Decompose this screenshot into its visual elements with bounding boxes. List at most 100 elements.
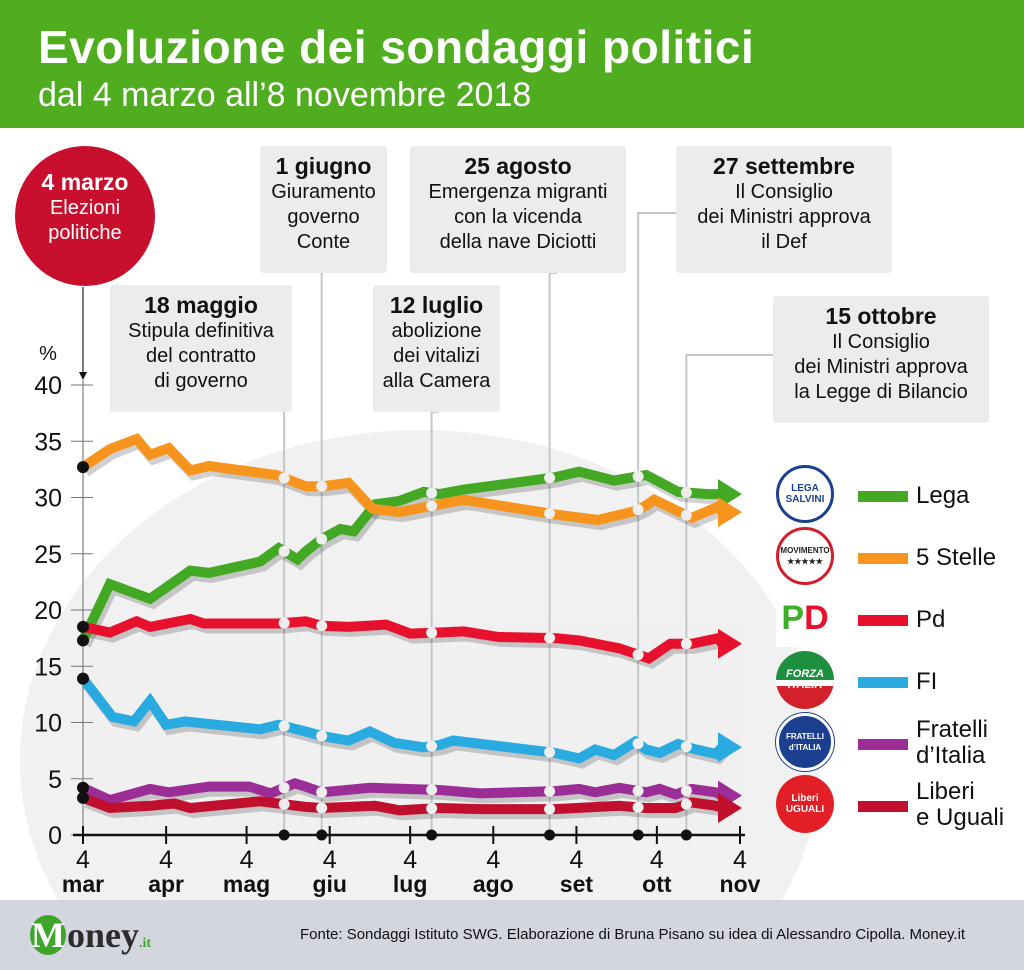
legend-swatch: [858, 801, 908, 812]
event-axis-marker: [316, 829, 328, 841]
event-box-15-ottobre: 15 ottobre Il Consiglio dei Ministri app…: [773, 296, 989, 423]
x-tick-day: 4: [486, 846, 500, 874]
x-tick-day: 4: [323, 846, 337, 874]
event-date: 12 luglio: [389, 292, 484, 318]
series-line-liberi-e-uguali: [81, 793, 724, 816]
x-tick-month: mag: [223, 871, 270, 897]
event-text: dei Ministri approva: [697, 206, 871, 228]
series-event-marker: [632, 785, 644, 797]
legend-label-line2: d’Italia: [916, 742, 986, 769]
event-box-27-settembre: 27 settembre Il Consiglio dei Ministri a…: [676, 146, 892, 273]
series-line-pd: [81, 613, 727, 664]
series-event-marker: [278, 720, 290, 732]
series-event-marker: [544, 803, 556, 815]
legend-item-fi: FORZA ITALIA FI: [768, 651, 1024, 711]
series-event-marker: [426, 784, 438, 796]
fi-logo-icon: FORZA ITALIA: [776, 651, 834, 709]
series-event-marker: [426, 500, 438, 512]
legend-label: FI: [916, 668, 938, 695]
legend-label-line2: e Uguali: [916, 804, 1005, 831]
event-text: del contratto: [145, 345, 257, 367]
series-start-marker: [77, 781, 89, 794]
series-event-marker: [544, 785, 556, 797]
event-text: alla Camera: [382, 370, 491, 392]
y-tick-label: 0: [48, 822, 62, 850]
event-box-12-luglio: 12 luglio abolizione dei vitalizi alla C…: [373, 285, 500, 412]
y-tick-label: 15: [34, 653, 62, 681]
series-event-marker: [680, 798, 692, 810]
series-event-marker: [278, 617, 290, 629]
legend-label-line1: Fratelli: [916, 716, 989, 743]
election-line2: politiche: [48, 222, 122, 244]
legend-label: Pd: [916, 606, 946, 633]
source-note: Fonte: Sondaggi Istituto SWG. Elaborazio…: [300, 926, 966, 943]
legend-swatch: [858, 677, 908, 688]
series-event-marker: [544, 508, 556, 520]
series-event-marker: [544, 472, 556, 484]
event-text: dei vitalizi: [393, 345, 480, 367]
series-line-fratelli-d-italia: [80, 777, 725, 806]
series-event-marker: [632, 738, 644, 750]
legend-label: Liberi e Uguali: [916, 779, 1004, 831]
series-arrow-icon: [718, 793, 742, 823]
x-tick-day: 4: [403, 846, 417, 874]
series-event-marker: [632, 470, 644, 482]
x-tick-month: nov: [720, 871, 761, 897]
series-event-marker: [632, 649, 644, 661]
x-tick-day: 4: [733, 846, 747, 874]
event-axis-marker: [426, 829, 438, 841]
event-date: 18 maggio: [144, 292, 258, 318]
leu-logo-icon: Liberi UGUALI: [776, 775, 834, 833]
x-tick-day: 4: [240, 846, 254, 874]
series-event-marker: [426, 487, 438, 499]
y-tick-label: 25: [34, 541, 62, 569]
series-event-marker: [278, 545, 290, 557]
x-tick-month: giu: [312, 871, 347, 897]
series-event-marker: [316, 620, 328, 632]
x-tick-day: 4: [159, 846, 173, 874]
money-logo-it: .it: [139, 936, 152, 951]
money-logo[interactable]: Money.it: [30, 914, 151, 956]
lega-logo-icon: LEGA SALVINI: [776, 465, 834, 523]
x-tick-day: 4: [650, 846, 664, 874]
series-event-marker: [680, 741, 692, 753]
series-event-marker: [316, 480, 328, 492]
legend-swatch: [858, 615, 908, 626]
series-arrow-icon: [718, 628, 742, 659]
money-logo-text: oney: [67, 915, 139, 955]
event-text: Il Consiglio: [735, 181, 833, 203]
series-event-marker: [278, 472, 290, 484]
event-box-18-maggio: 18 maggio Stipula definitiva del contrat…: [110, 285, 292, 412]
series-line-lega: [78, 466, 722, 643]
m5s-logo-icon: MOVIMENTO ★★★★★: [776, 527, 834, 585]
event-connector: [548, 272, 557, 835]
event-text: dei Ministri approva: [794, 356, 968, 378]
event-connector: [430, 411, 438, 835]
event-text: con la vicenda: [454, 206, 582, 228]
election-marker: 4 marzo Elezioni politiche: [15, 146, 155, 286]
legend-item-5-stelle: MOVIMENTO ★★★★★ 5 Stelle: [768, 527, 1024, 587]
legend-swatch: [858, 553, 908, 564]
event-box-25-agosto: 25 agosto Emergenza migranti con la vice…: [410, 146, 626, 273]
legend-swatch: [858, 739, 908, 750]
series-event-marker: [316, 802, 328, 814]
series-event-marker: [278, 798, 290, 810]
event-axis-marker: [632, 829, 644, 841]
x-tick-month: ott: [642, 871, 672, 897]
event-connector: [685, 354, 773, 835]
y-tick-label: 20: [34, 597, 62, 625]
event-text: Giuramento: [271, 181, 376, 203]
event-text: abolizione: [391, 320, 482, 342]
legend-label: Fratelli d’Italia: [916, 717, 988, 769]
x-tick-month: lug: [393, 871, 428, 897]
series-start-marker: [77, 620, 89, 633]
series-shadow: [84, 618, 730, 669]
series-event-marker: [544, 632, 556, 644]
legend-item-lega: LEGA SALVINI Lega: [768, 465, 1024, 525]
y-tick-label: 35: [34, 428, 62, 456]
event-axis-marker: [544, 829, 556, 841]
series-event-marker: [680, 509, 692, 521]
page-title: Evoluzione dei sondaggi politici: [38, 21, 755, 73]
